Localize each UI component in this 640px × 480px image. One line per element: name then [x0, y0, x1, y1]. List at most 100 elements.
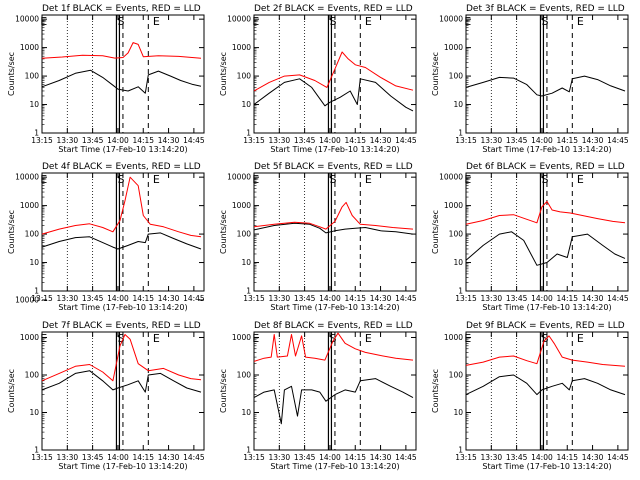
series-line-lld [41, 42, 202, 59]
y-axis-title: Counts/sec [431, 210, 440, 254]
x-tick-label: 13:30 [57, 294, 79, 303]
series-line-lld [41, 176, 202, 238]
y-tick-label: 10000 [439, 173, 463, 182]
series-line-events [41, 69, 202, 94]
x-tick-label: 13:30 [481, 453, 503, 462]
x-tick-label: 14:45 [183, 294, 205, 303]
y-tick-label: 1 [34, 287, 39, 296]
series-line-events [253, 78, 414, 112]
marker-label: E [252, 15, 259, 28]
marker-label: E [365, 173, 372, 186]
x-tick-label: 13:15 [243, 294, 265, 303]
x-tick-label: 13:15 [455, 294, 477, 303]
y-axis-title: Counts/sec [219, 210, 228, 254]
x-tick-label: 13:45 [82, 453, 104, 462]
y-tick-label: 1000 [444, 43, 463, 52]
x-tick-label: 13:15 [243, 136, 265, 145]
marker-label: S [329, 15, 336, 28]
x-tick-label: 13:45 [294, 136, 316, 145]
y-tick-label: 10 [241, 408, 251, 417]
marker-label: E [577, 332, 584, 345]
panel-title: Det 2f BLACK = Events, RED = LLD [254, 4, 413, 14]
x-tick-label: 13:15 [455, 136, 477, 145]
marker-label: S [117, 173, 124, 186]
series-line-events [465, 75, 626, 97]
x-tick-label: 14:45 [607, 453, 629, 462]
x-tick-label: 14:45 [183, 136, 205, 145]
y-tick-label: 10 [453, 100, 463, 109]
marker-label: E [252, 173, 259, 186]
y-tick-label: 1 [34, 129, 39, 138]
y-axis-title: Counts/sec [431, 369, 440, 413]
y-tick-label: 1000 [232, 201, 251, 210]
y-axis-title: Counts/sec [219, 52, 228, 96]
panel-title: Det 5f BLACK = Events, RED = LLD [254, 162, 413, 172]
y-axis-title: Counts/sec [7, 210, 16, 254]
y-tick-label: 100 [25, 230, 40, 239]
x-tick-label: 14:00 [319, 453, 341, 462]
x-tick-label: 14:15 [132, 294, 154, 303]
x-tick-label: 14:00 [531, 136, 553, 145]
marker-label: S [541, 15, 548, 28]
x-tick-label: 14:15 [344, 453, 366, 462]
x-tick-label: 13:15 [455, 453, 477, 462]
series-line-lld [465, 335, 626, 367]
y-tick-label: 10000 [15, 295, 39, 304]
marker-label: E [577, 15, 584, 28]
y-tick-label: 10 [29, 408, 39, 417]
x-tick-label: 14:15 [556, 136, 578, 145]
marker-label: E [40, 15, 47, 28]
y-tick-label: 100 [449, 72, 464, 81]
panel-title: Det 8f BLACK = Events, RED = LLD [254, 321, 413, 331]
marker-label: E [577, 173, 584, 186]
y-tick-label: 1000 [444, 333, 463, 342]
y-axis-title: Counts/sec [431, 52, 440, 96]
x-axis-title: Start Time (17-Feb-10 13:14:20) [270, 303, 399, 312]
marker-label: S [541, 332, 548, 345]
marker-label: E [252, 332, 259, 345]
series-line-events [253, 222, 414, 235]
panel-det-3f: 1 10 100 1000 10000 13:15 13:30 13:45 14:00 14:15… [431, 4, 629, 154]
marker-label: E [464, 173, 471, 186]
x-tick-label: 14:45 [607, 294, 629, 303]
panel-title: Det 3f BLACK = Events, RED = LLD [466, 4, 625, 14]
marker-label: E [153, 15, 160, 28]
x-tick-label: 14:00 [531, 294, 553, 303]
x-tick-label: 13:30 [57, 453, 79, 462]
y-tick-label: 1000 [20, 43, 39, 52]
x-tick-label: 13:45 [506, 136, 528, 145]
x-axis-title: Start Time (17-Feb-10 13:14:20) [482, 145, 611, 154]
y-tick-label: 1 [458, 129, 463, 138]
y-tick-label: 100 [25, 370, 40, 379]
y-tick-label: 1000 [444, 201, 463, 210]
marker-label: E [464, 332, 471, 345]
series-line-events [41, 232, 202, 250]
y-axis-title: Counts/sec [219, 369, 228, 413]
panel-det-5f: 1 10 100 1000 10000 13:15 13:30 13:45 14:00 14:15… [219, 162, 417, 312]
marker-label: S [117, 332, 124, 345]
y-axis-title: Counts/sec [7, 369, 16, 413]
x-axis-title: Start Time (17-Feb-10 13:14:20) [270, 462, 399, 471]
y-tick-label: 100 [25, 72, 40, 81]
y-tick-label: 10000 [15, 173, 39, 182]
x-axis-title: Start Time (17-Feb-10 13:14:20) [482, 462, 611, 471]
x-tick-label: 14:30 [370, 453, 392, 462]
y-tick-label: 1 [34, 446, 39, 455]
x-axis-title: Start Time (17-Feb-10 13:14:20) [270, 145, 399, 154]
x-tick-label: 13:30 [269, 136, 291, 145]
x-tick-label: 13:45 [506, 453, 528, 462]
x-tick-label: 13:45 [506, 294, 528, 303]
y-tick-label: 10 [29, 100, 39, 109]
marker-label: S [117, 15, 124, 28]
x-tick-label: 14:15 [556, 294, 578, 303]
x-axis-title: Start Time (17-Feb-10 13:14:20) [58, 462, 187, 471]
x-tick-label: 14:00 [531, 453, 553, 462]
marker-label: S [329, 173, 336, 186]
x-tick-label: 14:30 [582, 294, 604, 303]
y-axis-title: Counts/sec [7, 52, 16, 96]
marker-label: E [365, 15, 372, 28]
y-tick-label: 1 [246, 129, 251, 138]
